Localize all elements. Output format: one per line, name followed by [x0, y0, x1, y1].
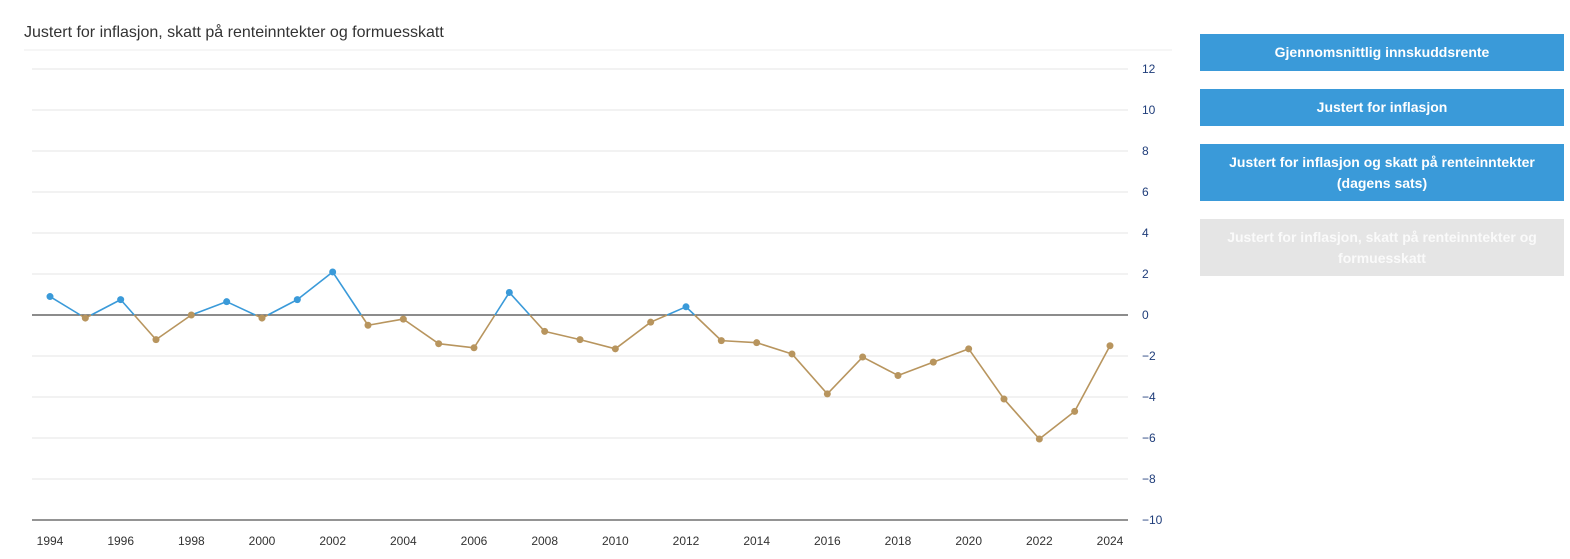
data-point — [329, 268, 337, 276]
x-tick-label: 2020 — [955, 534, 982, 548]
data-point — [753, 339, 761, 347]
series-segment — [226, 300, 256, 316]
data-point — [611, 345, 619, 353]
data-point — [117, 296, 125, 304]
data-point — [293, 296, 301, 304]
data-point — [541, 327, 549, 335]
data-point — [399, 315, 407, 323]
series-segment — [968, 348, 1005, 400]
series-segment — [756, 341, 793, 355]
series-segment — [1073, 345, 1111, 412]
series-segment — [826, 356, 864, 395]
y-tick-label: −10 — [1142, 513, 1163, 527]
data-point — [470, 344, 478, 352]
y-tick-label: −4 — [1142, 390, 1156, 404]
series-segment — [49, 295, 81, 316]
series-segment — [494, 292, 511, 316]
series-segment — [614, 321, 652, 350]
data-point — [647, 318, 655, 326]
series-segment — [862, 356, 899, 377]
x-tick-label: 2008 — [531, 534, 558, 548]
y-tick-label: −8 — [1142, 472, 1156, 486]
series-segment — [544, 330, 581, 341]
data-point — [1035, 435, 1043, 443]
series-segment — [791, 353, 828, 395]
inflation-and-tax-adjusted-button[interactable]: Justert for inflasjon og skatt på rentei… — [1200, 144, 1564, 201]
chart-title: Justert for inflasjon, skatt på renteinn… — [24, 24, 444, 41]
series-segment — [402, 318, 440, 345]
series-segment — [473, 314, 496, 349]
x-tick-label: 2024 — [1097, 534, 1124, 548]
data-point — [859, 353, 867, 361]
inflation-tax-and-wealth-tax-adjusted-button[interactable]: Justert for inflasjon, skatt på renteinn… — [1200, 219, 1564, 276]
x-tick-label: 2002 — [319, 534, 346, 548]
data-point — [46, 293, 54, 301]
data-point — [505, 288, 513, 296]
data-point — [682, 303, 690, 311]
series-segment — [529, 314, 546, 332]
series-segment — [933, 348, 969, 363]
y-tick-label: 4 — [1142, 226, 1149, 240]
x-tick-label: 2004 — [390, 534, 417, 548]
data-point — [576, 336, 584, 344]
series-segment — [579, 338, 616, 350]
series-segment — [721, 339, 757, 344]
data-point — [1106, 342, 1114, 350]
y-tick-label: 6 — [1142, 185, 1149, 199]
x-tick-label: 1996 — [107, 534, 134, 548]
data-point — [788, 350, 796, 358]
x-tick-label: 2014 — [743, 534, 770, 548]
y-tick-label: 2 — [1142, 267, 1149, 281]
line-chart: 12 10 8 6 4 2 0 −2 −4 −6 −8 −10 1994 1996 1998 2000 2002… — [24, 49, 1172, 548]
series-segment — [296, 271, 334, 301]
x-tick-label: 1998 — [178, 534, 205, 548]
data-point — [1000, 395, 1008, 403]
series-segment — [367, 318, 404, 327]
data-point — [81, 314, 89, 322]
x-tick-label: 2022 — [1026, 534, 1053, 548]
data-point — [823, 390, 831, 398]
y-tick-label: 10 — [1142, 103, 1156, 117]
y-tick-label: 8 — [1142, 144, 1149, 158]
x-tick-label: 2006 — [461, 534, 488, 548]
series-segment — [438, 342, 475, 349]
series-segment — [694, 314, 722, 342]
data-point — [1071, 407, 1079, 415]
series-segment — [1038, 410, 1076, 440]
data-point — [435, 340, 443, 348]
data-point — [223, 298, 231, 306]
y-tick-label: 12 — [1142, 62, 1156, 76]
x-tick-label: 2000 — [249, 534, 276, 548]
data-point — [965, 345, 973, 353]
x-tick-label: 2012 — [673, 534, 700, 548]
x-tick-label: 2016 — [814, 534, 841, 548]
x-tick-label: 1994 — [37, 534, 64, 548]
chart-area: 12 10 8 6 4 2 0 −2 −4 −6 −8 −10 1994 1996 1998 2000 2002… — [24, 49, 1172, 548]
series-segment — [508, 291, 531, 316]
series-segment — [155, 314, 192, 341]
y-tick-label: −6 — [1142, 431, 1156, 445]
data-point — [364, 321, 372, 329]
series-segment — [267, 298, 298, 316]
series-selector: Gjennomsnittlig innskuddsrente Justert f… — [1200, 34, 1564, 294]
series-segment — [133, 314, 157, 341]
x-tick-label: 2018 — [885, 534, 912, 548]
average-deposit-rate-button[interactable]: Gjennomsnittlig innskuddsrente — [1200, 34, 1564, 71]
y-tick-label: −2 — [1142, 349, 1156, 363]
inflation-adjusted-button[interactable]: Justert for inflasjon — [1200, 89, 1564, 126]
series-segment — [1003, 398, 1040, 440]
x-tick-label: 2010 — [602, 534, 629, 548]
data-point — [258, 314, 266, 322]
data-point — [187, 311, 195, 319]
data-point — [894, 371, 902, 379]
data-point — [152, 336, 160, 344]
y-tick-label: 0 — [1142, 308, 1149, 322]
data-point — [717, 337, 725, 345]
series-segment — [90, 298, 122, 316]
series-segment — [897, 361, 934, 377]
series-segment — [331, 271, 362, 316]
data-point — [929, 358, 937, 366]
series-segment — [191, 300, 227, 316]
